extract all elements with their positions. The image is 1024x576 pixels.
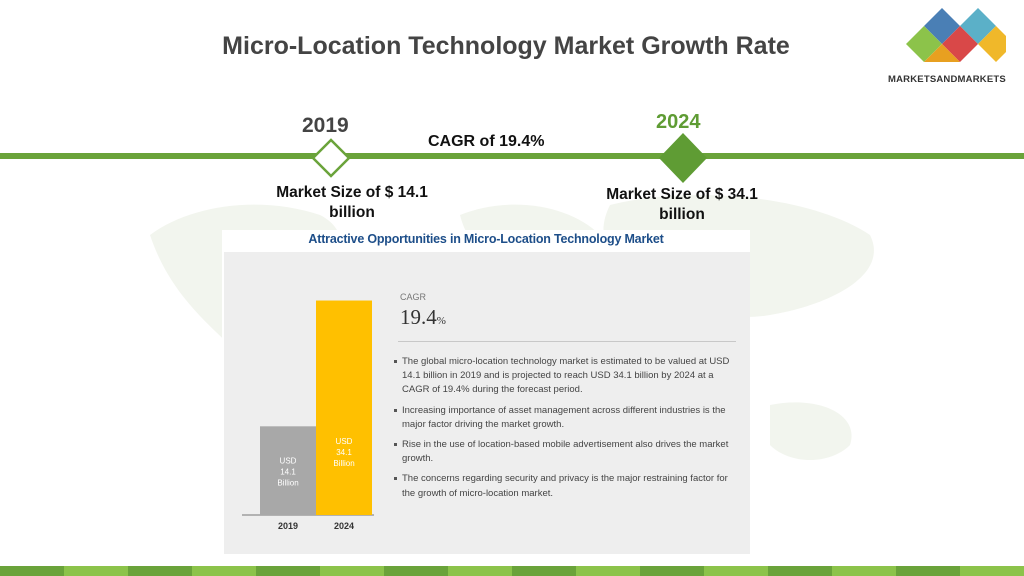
footer-segment <box>512 566 576 576</box>
footer-color-strip <box>0 566 1024 576</box>
bar-data-label: Billion <box>277 479 298 488</box>
divider <box>398 341 736 342</box>
footer-segment <box>320 566 384 576</box>
cagr-caption: CAGR <box>400 292 427 302</box>
x-tick-label: 2024 <box>334 521 354 531</box>
logo-diamonds-icon <box>906 8 1006 62</box>
timeline-end-diamond-icon <box>659 133 707 183</box>
footer-segment <box>896 566 960 576</box>
start-market-size: Market Size of $ 14.1 billion <box>276 184 428 221</box>
end-market-size: Market Size of $ 34.1 billion <box>606 186 758 223</box>
footer-segment <box>960 566 1024 576</box>
bar-data-label: USD <box>280 457 297 466</box>
timeline-end-year: 2024 <box>656 111 701 133</box>
bar-data-label: USD <box>336 437 353 446</box>
footer-segment <box>384 566 448 576</box>
footer-segment <box>576 566 640 576</box>
bullet-item: Rise in the use of location-based mobile… <box>394 438 742 466</box>
footer-segment <box>640 566 704 576</box>
panel-body: USD 14.1 Billion 2019 USD 34.1 Billion 2024 CAG… <box>224 252 750 554</box>
timeline-start-year: 2019 <box>302 114 349 137</box>
timeline-line <box>0 153 1024 159</box>
bar-data-label: Billion <box>333 459 354 468</box>
footer-segment <box>64 566 128 576</box>
bullet-item: The concerns regarding security and priv… <box>394 472 742 500</box>
footer-segment <box>192 566 256 576</box>
cagr-unit: % <box>436 315 446 327</box>
footer-segment <box>832 566 896 576</box>
opportunities-panel: Attractive Opportunities in Micro-Locati… <box>222 230 750 554</box>
bullet-item: The global micro-location technology mar… <box>394 355 742 398</box>
timeline-start-diamond-icon <box>311 138 351 178</box>
footer-segment <box>704 566 768 576</box>
bar-data-label: 14.1 <box>280 468 296 477</box>
bar-2024 <box>316 300 372 515</box>
x-tick-label: 2019 <box>278 521 298 531</box>
bar-chart: USD 14.1 Billion 2019 USD 34.1 Billion 2024 <box>242 300 374 531</box>
footer-segment <box>768 566 832 576</box>
marketsandmarkets-logo: MARKETSANDMARKETS <box>884 6 1024 86</box>
footer-segment <box>0 566 64 576</box>
cagr-value: 19.4% <box>400 305 446 330</box>
footer-segment <box>128 566 192 576</box>
page-title: Micro-Location Technology Market Growth … <box>222 32 790 60</box>
timeline-cagr: CAGR of 19.4% <box>428 133 545 150</box>
bar-2019 <box>260 426 316 515</box>
cagr-number: 19.4 <box>400 305 437 329</box>
footer-segment <box>448 566 512 576</box>
bullet-item: Increasing importance of asset managemen… <box>394 404 742 432</box>
logo-text: MARKETSANDMARKETS <box>888 74 1006 85</box>
bar-data-label: 34.1 <box>336 448 352 457</box>
panel-title: Attractive Opportunities in Micro-Locati… <box>308 232 664 246</box>
bullet-list: The global micro-location technology mar… <box>394 355 742 507</box>
footer-segment <box>256 566 320 576</box>
